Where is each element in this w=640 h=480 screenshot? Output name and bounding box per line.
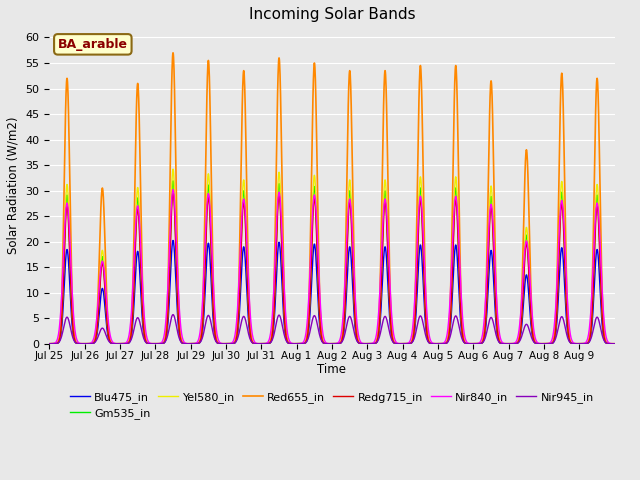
Blu475_in — [367, 341, 374, 347]
Nir945_in — [603, 340, 611, 346]
Nir840_in — [611, 341, 618, 347]
Yel580_in — [502, 341, 510, 347]
Red655_in — [502, 341, 510, 347]
Nir840_in — [534, 340, 542, 346]
Blu475_in — [225, 341, 232, 347]
Red655_in — [45, 341, 53, 347]
Nir945_in — [169, 312, 177, 317]
Nir945_in — [45, 341, 53, 347]
Blu475_in — [603, 341, 611, 347]
Redg715_in — [611, 341, 618, 347]
Nir840_in — [225, 341, 232, 347]
Gm535_in — [116, 341, 124, 347]
Red655_in — [102, 266, 109, 272]
Red655_in — [116, 341, 124, 347]
Nir840_in — [81, 341, 89, 347]
Gm535_in — [502, 341, 510, 347]
Red655_in — [225, 341, 232, 347]
Gm535_in — [534, 341, 542, 347]
Line: Redg715_in: Redg715_in — [49, 192, 614, 344]
Red655_in — [534, 341, 542, 347]
Line: Yel580_in: Yel580_in — [49, 169, 614, 344]
Redg715_in — [45, 341, 53, 347]
Blu475_in — [116, 341, 124, 347]
Gm535_in — [45, 341, 53, 347]
Red655_in — [169, 50, 177, 56]
Nir840_in — [603, 337, 611, 343]
Line: Red655_in: Red655_in — [49, 53, 614, 344]
Nir840_in — [102, 291, 110, 297]
Blu475_in — [102, 314, 109, 320]
Nir945_in — [367, 341, 374, 347]
Gm535_in — [225, 341, 232, 347]
Blu475_in — [45, 341, 53, 347]
Legend: Blu475_in, Gm535_in, Yel580_in, Red655_in, Redg715_in, Nir840_in, Nir945_in: Blu475_in, Gm535_in, Yel580_in, Red655_i… — [65, 387, 598, 423]
Redg715_in — [225, 341, 232, 347]
Yel580_in — [45, 341, 53, 347]
Redg715_in — [502, 341, 510, 347]
Line: Nir840_in: Nir840_in — [49, 190, 614, 344]
Gm535_in — [611, 341, 618, 347]
Title: Incoming Solar Bands: Incoming Solar Bands — [248, 7, 415, 22]
Nir945_in — [225, 341, 232, 347]
Nir945_in — [534, 341, 542, 347]
Yel580_in — [102, 296, 109, 302]
Gm535_in — [603, 340, 611, 346]
Yel580_in — [603, 340, 611, 346]
Line: Gm535_in: Gm535_in — [49, 181, 614, 344]
Yel580_in — [611, 341, 618, 347]
Nir945_in — [611, 341, 618, 347]
Line: Nir945_in: Nir945_in — [49, 314, 614, 344]
Redg715_in — [116, 341, 124, 347]
Y-axis label: Solar Radiation (W/m2): Solar Radiation (W/m2) — [7, 117, 20, 254]
Redg715_in — [534, 341, 542, 347]
X-axis label: Time: Time — [317, 363, 346, 376]
Blu475_in — [169, 238, 177, 243]
Gm535_in — [169, 178, 177, 184]
Redg715_in — [603, 340, 611, 346]
Blu475_in — [502, 341, 510, 347]
Red655_in — [611, 341, 618, 347]
Nir840_in — [367, 341, 374, 347]
Nir945_in — [102, 332, 110, 338]
Gm535_in — [102, 299, 109, 305]
Nir840_in — [45, 341, 53, 347]
Blu475_in — [611, 341, 618, 347]
Blu475_in — [534, 341, 542, 347]
Yel580_in — [116, 341, 124, 347]
Yel580_in — [534, 341, 542, 347]
Nir840_in — [502, 341, 510, 347]
Red655_in — [367, 341, 374, 347]
Redg715_in — [102, 302, 109, 308]
Redg715_in — [169, 190, 177, 195]
Nir840_in — [169, 187, 177, 192]
Yel580_in — [367, 341, 374, 347]
Gm535_in — [367, 341, 374, 347]
Text: BA_arable: BA_arable — [58, 38, 128, 51]
Yel580_in — [169, 166, 177, 172]
Redg715_in — [367, 341, 374, 347]
Yel580_in — [225, 341, 232, 347]
Nir945_in — [502, 341, 510, 347]
Red655_in — [603, 340, 611, 346]
Line: Blu475_in: Blu475_in — [49, 240, 614, 344]
Nir945_in — [81, 341, 89, 347]
